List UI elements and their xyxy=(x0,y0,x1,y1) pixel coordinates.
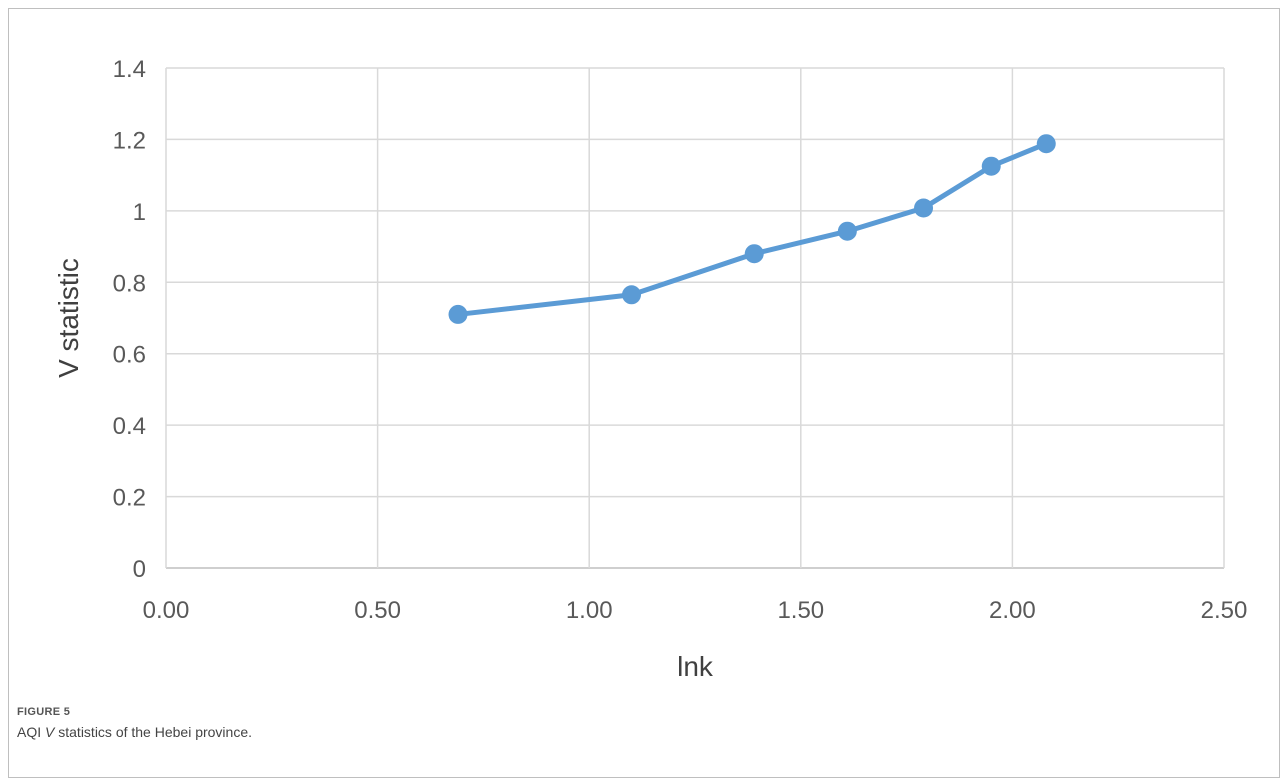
x-tick-labels: 0.00 0.50 1.00 1.50 2.00 2.50 xyxy=(143,597,1248,624)
line-chart: 0.00 0.50 1.00 1.50 2.00 2.50 0 0.2 0.4 0.6 0.8 1 1… xyxy=(53,56,1248,682)
y-tick-label: 0.4 xyxy=(113,413,146,440)
figure-caption: AQI V statistics of the Hebei province. xyxy=(17,724,252,740)
y-tick-labels: 0 0.2 0.4 0.6 0.8 1 1.2 1.4 xyxy=(113,56,146,583)
x-tick-label: 1.50 xyxy=(777,597,824,624)
figure-label: FIGURE 5 xyxy=(17,706,71,718)
data-point xyxy=(448,304,468,324)
y-tick-label: 0 xyxy=(133,556,146,583)
y-axis-label: V statistic xyxy=(53,258,84,378)
series-line xyxy=(455,141,1049,317)
data-point xyxy=(981,156,1001,176)
y-tick-label: 1.2 xyxy=(113,127,146,154)
data-point xyxy=(744,244,764,264)
y-tick-label: 1 xyxy=(133,199,146,226)
y-tick-label: 0.6 xyxy=(113,342,146,369)
caption-text-start: AQI xyxy=(17,724,46,740)
caption-text-end: statistics of the Hebei province. xyxy=(54,724,253,740)
data-point xyxy=(1036,134,1056,154)
x-tick-label: 2.50 xyxy=(1201,597,1248,624)
data-point xyxy=(837,221,857,241)
y-tick-label: 0.8 xyxy=(113,270,146,297)
chart-grid xyxy=(165,67,1225,569)
caption-italic-v: V xyxy=(45,724,55,740)
y-tick-label: 1.4 xyxy=(113,56,146,83)
x-tick-label: 0.50 xyxy=(354,597,401,624)
x-axis-label: lnk xyxy=(677,651,714,682)
x-tick-label: 2.00 xyxy=(989,597,1036,624)
data-point xyxy=(622,285,642,305)
y-tick-label: 0.2 xyxy=(113,485,146,512)
x-tick-label: 1.00 xyxy=(566,597,613,624)
data-point xyxy=(914,198,934,218)
series-group xyxy=(448,134,1056,324)
x-tick-label: 0.00 xyxy=(143,597,190,624)
